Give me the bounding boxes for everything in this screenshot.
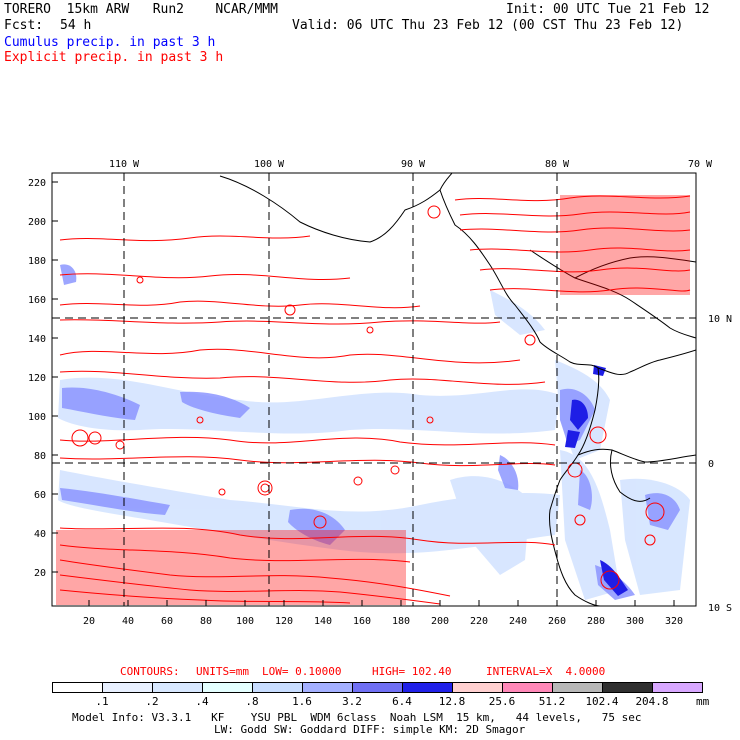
colorbar-label: 6.4 <box>392 695 412 708</box>
graticule <box>52 173 696 606</box>
model-info: Model Info: V3.3.1 KF YSU PBL WDM 6class… <box>72 711 642 724</box>
x-tick-label: 160 <box>353 616 371 627</box>
y-tick-label: 20 <box>34 568 46 579</box>
y-tick-label: 140 <box>28 334 46 345</box>
lat-label: 0 <box>708 459 714 470</box>
colorbar-label: 102.4 <box>585 695 619 708</box>
colorbar-unit: mm <box>696 695 710 708</box>
colorbar-swatch <box>52 682 103 693</box>
y-tick-label: 120 <box>28 373 46 384</box>
colorbar-label: .2 <box>145 695 159 708</box>
cumulus-legend-line: Cumulus precip. in past 3 h <box>4 35 216 50</box>
fcst-label: Fcst: <box>4 18 44 33</box>
lon-label: 70 W <box>688 159 713 170</box>
lat-label: 10 S <box>708 603 732 614</box>
y-tick-label: 100 <box>28 412 46 423</box>
physics-info: LW: Godd SW: Goddard DIFF: simple KM: 2D… <box>214 723 526 736</box>
lon-label: 100 W <box>254 159 285 170</box>
y-tick-label: 200 <box>28 217 46 228</box>
x-tick-label: 20 <box>83 616 95 627</box>
x-tick-label: 180 <box>392 616 410 627</box>
colorbar-swatch <box>302 682 353 693</box>
lon-label: 90 W <box>401 159 426 170</box>
colorbar-swatch <box>352 682 403 693</box>
contours-prefix: CONTOURS: <box>120 665 180 678</box>
colorbar-label: 51.2 <box>538 695 566 708</box>
colorbar-label: .1 <box>95 695 109 708</box>
y-tick-label: 180 <box>28 256 46 267</box>
colorbar-label: 12.8 <box>438 695 466 708</box>
x-tick-label: 200 <box>431 616 449 627</box>
x-tick-label: 300 <box>626 616 644 627</box>
fcst-value: 54 h <box>60 18 92 33</box>
x-tick-label: 220 <box>470 616 488 627</box>
model-title: TORERO 15km ARW Run2 NCAR/MMM <box>4 2 278 17</box>
x-tick-label: 100 <box>236 616 254 627</box>
lon-label: 80 W <box>545 159 570 170</box>
lon-label: 110 W <box>109 159 140 170</box>
x-tick-label: 260 <box>548 616 566 627</box>
y-tick-label: 60 <box>34 490 46 501</box>
coastlines <box>219 173 696 606</box>
colorbar-swatch <box>402 682 453 693</box>
y-tick-label: 160 <box>28 295 46 306</box>
explicit-contours <box>59 195 691 605</box>
colorbar-swatch <box>552 682 603 693</box>
contours-high: HIGH= 102.40 <box>372 665 452 678</box>
lat-label: 10 N <box>708 314 732 325</box>
colorbar-swatch <box>252 682 303 693</box>
contours-low: LOW= 0.10000 <box>262 665 342 678</box>
valid-time: Valid: 06 UTC Thu 23 Feb 12 (00 CST Thu … <box>292 18 684 33</box>
colorbar-label: 204.8 <box>635 695 669 708</box>
y-tick-label: 40 <box>34 529 46 540</box>
x-tick-label: 80 <box>200 616 212 627</box>
colorbar-label: .4 <box>195 695 209 708</box>
colorbar-label: .8 <box>245 695 259 708</box>
x-tick-label: 40 <box>122 616 134 627</box>
colorbar-swatch <box>102 682 153 693</box>
init-time: Init: 00 UTC Tue 21 Feb 12 <box>506 2 710 17</box>
colorbar-swatch <box>602 682 653 693</box>
x-tick-label: 280 <box>587 616 605 627</box>
colorbar-swatch <box>152 682 203 693</box>
x-tick-label: 120 <box>275 616 293 627</box>
colorbar-label: 1.6 <box>292 695 312 708</box>
map-frame <box>51 172 697 607</box>
colorbar-swatch <box>502 682 553 693</box>
explicit-legend-line: Explicit precip. in past 3 h <box>4 50 224 65</box>
colorbar-swatch <box>652 682 703 693</box>
x-tick-label: 60 <box>161 616 173 627</box>
colorbar-swatch <box>452 682 503 693</box>
colorbar-swatch <box>202 682 253 693</box>
contours-interval: INTERVAL=X 4.0000 <box>486 665 606 678</box>
x-tick-label: 320 <box>665 616 683 627</box>
x-tick-label: 240 <box>509 616 527 627</box>
colorbar-label: 25.6 <box>488 695 516 708</box>
precip-shading <box>58 264 690 600</box>
y-tick-label: 220 <box>28 178 46 189</box>
colorbar-label: 3.2 <box>342 695 362 708</box>
y-tick-label: 80 <box>34 451 46 462</box>
x-tick-label: 140 <box>314 616 332 627</box>
contours-units: UNITS=mm <box>196 665 249 678</box>
